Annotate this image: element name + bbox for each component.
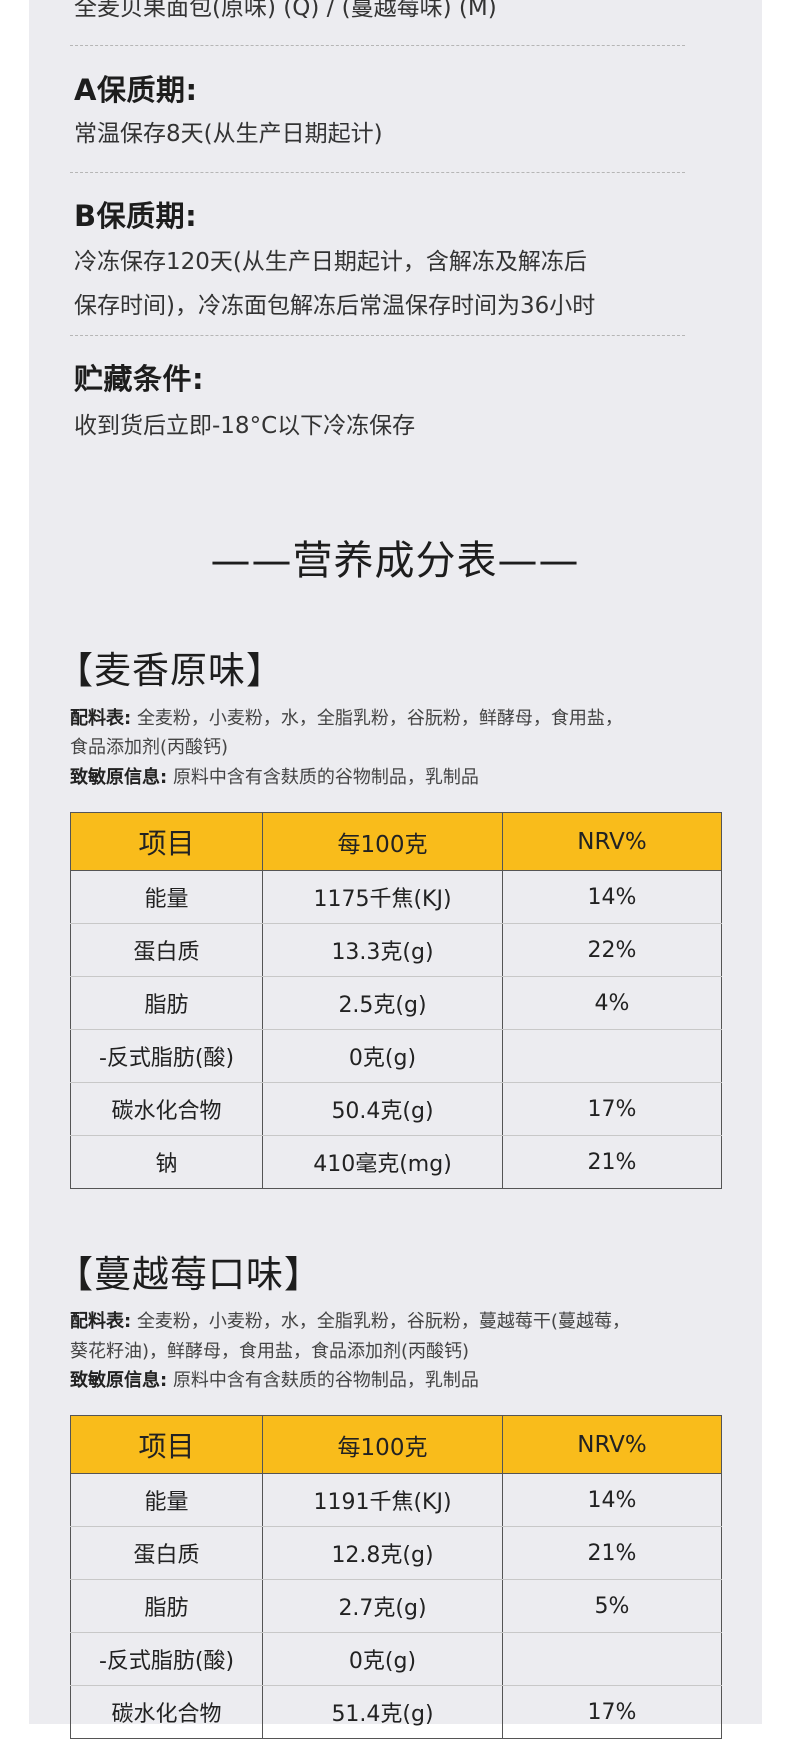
cell-item: 蛋白质 — [70, 1526, 263, 1580]
shelf-life-b-line2: 保存时间)，冷冻面包解冻后常温保存时间为36小时 — [74, 293, 596, 319]
table-row: -反式脂肪(酸) 0克(g) — [70, 1029, 722, 1083]
nutrition-table: 项目 每100克 NRV% 能量 1175千焦(KJ) 14% 蛋白质 13.3… — [70, 812, 722, 1189]
cell-value: 2.7克(g) — [262, 1579, 503, 1633]
ingredients-line: 配料表: 全麦粉，小麦粉，水，全脂乳粉，谷朊粉，蔓越莓干(蔓越莓， — [70, 1307, 630, 1336]
shelf-life-b-line1: 冷冻保存120天(从生产日期起计，含解冻及解冻后 — [74, 249, 587, 275]
cell-value: 1191千焦(KJ) — [262, 1473, 503, 1527]
cell-value: 1175千焦(KJ) — [262, 870, 503, 924]
cell-value: 13.3克(g) — [262, 923, 503, 977]
cell-item: 蛋白质 — [70, 923, 263, 977]
cell-item: 碳水化合物 — [70, 1685, 263, 1739]
ingredients-text: 全麦粉，小麦粉，水，全脂乳粉，谷朊粉，蔓越莓干(蔓越莓， — [136, 1311, 630, 1332]
table-header-row: 项目 每100克 NRV% — [70, 812, 722, 871]
allergen-label: 致敏原信息: — [70, 1370, 168, 1391]
divider — [70, 335, 685, 336]
cell-value: 0克(g) — [262, 1632, 503, 1686]
cell-nrv: 22% — [502, 923, 722, 977]
table-row: 脂肪 2.5克(g) 4% — [70, 976, 722, 1030]
flavor-title: 【蔓越莓口味】 — [56, 1253, 322, 1296]
cell-nrv: 21% — [502, 1135, 722, 1189]
cell-value: 0克(g) — [262, 1029, 503, 1083]
nutrition-section-title: ——营养成分表—— — [210, 538, 580, 584]
ingredients-line-2: 食品添加剂(丙酸钙) — [70, 737, 229, 758]
cell-nrv — [502, 1029, 722, 1083]
cell-nrv: 17% — [502, 1685, 722, 1739]
product-name-line: 全麦贝果面包(原味) (Q) / (蔓越莓味) (M) — [74, 0, 497, 21]
ingredients-label: 配料表: — [70, 1311, 132, 1332]
shelf-life-b-title: B保质期: — [74, 199, 198, 233]
cell-item: 脂肪 — [70, 1579, 263, 1633]
table-row: 碳水化合物 51.4克(g) 17% — [70, 1685, 722, 1739]
header-nrv: NRV% — [502, 1415, 722, 1474]
allergen-text: 原料中含有含麸质的谷物制品，乳制品 — [172, 767, 479, 788]
cell-item: -反式脂肪(酸) — [70, 1029, 263, 1083]
storage-title: 贮藏条件: — [74, 362, 205, 396]
table-row: 脂肪 2.7克(g) 5% — [70, 1579, 722, 1633]
header-per-100g: 每100克 — [262, 812, 503, 871]
divider — [70, 45, 685, 46]
table-row: -反式脂肪(酸) 0克(g) — [70, 1632, 722, 1686]
ingredients-label: 配料表: — [70, 708, 132, 729]
cell-nrv: 14% — [502, 870, 722, 924]
cell-item: 能量 — [70, 1473, 263, 1527]
cell-nrv: 5% — [502, 1579, 722, 1633]
cell-value: 410毫克(mg) — [262, 1135, 503, 1189]
table-row: 蛋白质 13.3克(g) 22% — [70, 923, 722, 977]
cell-nrv: 4% — [502, 976, 722, 1030]
divider — [70, 172, 685, 173]
cell-item: 脂肪 — [70, 976, 263, 1030]
table-header-row: 项目 每100克 NRV% — [70, 1415, 722, 1474]
shelf-life-a-title: A保质期: — [74, 73, 198, 107]
table-row: 能量 1175千焦(KJ) 14% — [70, 870, 722, 924]
cell-nrv: 17% — [502, 1082, 722, 1136]
cell-item: -反式脂肪(酸) — [70, 1632, 263, 1686]
cell-item: 钠 — [70, 1135, 263, 1189]
ingredients-line: 配料表: 全麦粉，小麦粉，水，全脂乳粉，谷朊粉，鲜酵母，食用盐， — [70, 704, 623, 733]
flavor-title: 【麦香原味】 — [56, 649, 284, 692]
table-row: 能量 1191千焦(KJ) 14% — [70, 1473, 722, 1527]
cell-value: 51.4克(g) — [262, 1685, 503, 1739]
header-per-100g: 每100克 — [262, 1415, 503, 1474]
header-nrv: NRV% — [502, 812, 722, 871]
storage-text: 收到货后立即-18°C以下冷冻保存 — [74, 413, 416, 439]
cell-item: 能量 — [70, 870, 263, 924]
cell-item: 碳水化合物 — [70, 1082, 263, 1136]
allergen-label: 致敏原信息: — [70, 767, 168, 788]
cell-nrv — [502, 1632, 722, 1686]
nutrition-table: 项目 每100克 NRV% 能量 1191千焦(KJ) 14% 蛋白质 12.8… — [70, 1415, 722, 1739]
cell-value: 50.4克(g) — [262, 1082, 503, 1136]
table-row: 碳水化合物 50.4克(g) 17% — [70, 1082, 722, 1136]
table-row: 蛋白质 12.8克(g) 21% — [70, 1526, 722, 1580]
allergen-text: 原料中含有含麸质的谷物制品，乳制品 — [172, 1370, 479, 1391]
cell-nrv: 21% — [502, 1526, 722, 1580]
shelf-life-a-text: 常温保存8天(从生产日期起计) — [74, 121, 383, 147]
header-item: 项目 — [70, 1415, 263, 1474]
cell-nrv: 14% — [502, 1473, 722, 1527]
cell-value: 12.8克(g) — [262, 1526, 503, 1580]
header-item: 项目 — [70, 812, 263, 871]
table-row: 钠 410毫克(mg) 21% — [70, 1135, 722, 1189]
allergen-line: 致敏原信息: 原料中含有含麸质的谷物制品，乳制品 — [70, 763, 479, 792]
cell-value: 2.5克(g) — [262, 976, 503, 1030]
allergen-line: 致敏原信息: 原料中含有含麸质的谷物制品，乳制品 — [70, 1366, 479, 1395]
ingredients-line-2: 葵花籽油)，鲜酵母，食用盐，食品添加剂(丙酸钙) — [70, 1341, 470, 1362]
ingredients-text: 全麦粉，小麦粉，水，全脂乳粉，谷朊粉，鲜酵母，食用盐， — [136, 708, 623, 729]
